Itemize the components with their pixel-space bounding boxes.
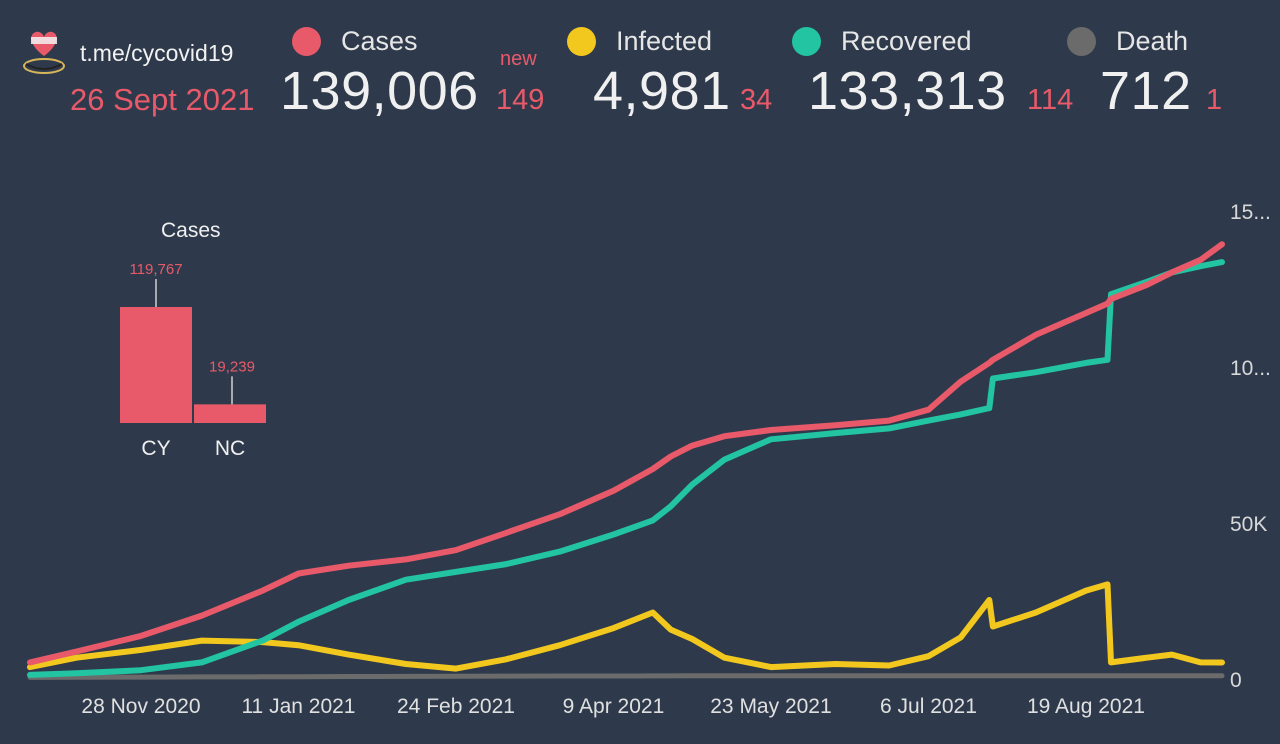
- new-label: new: [500, 48, 537, 70]
- death-dot-icon: [1067, 27, 1096, 56]
- report-date: 26 Sept 2021: [70, 82, 255, 117]
- legend-cases-label: Cases: [341, 26, 418, 56]
- cases-total: 139,006: [280, 61, 479, 121]
- recovered-new: 114: [1027, 84, 1074, 116]
- x-tick-label: 9 Apr 2021: [563, 695, 665, 718]
- bar-category-label: CY: [141, 437, 170, 460]
- bar-value-label: 19,239: [209, 358, 255, 375]
- legend-cases: Cases: [292, 26, 418, 57]
- infected-total: 4,981: [593, 61, 731, 121]
- series-line-cases: [27, 241, 1225, 666]
- x-tick-label: 23 May 2021: [710, 695, 831, 718]
- legend-infected-label: Infected: [616, 26, 713, 56]
- series-line-infected: [27, 581, 1225, 672]
- x-tick-label: 11 Jan 2021: [241, 695, 355, 718]
- x-tick-label: 6 Jul 2021: [880, 695, 977, 718]
- bar-nc: [194, 404, 266, 423]
- logo-icon: [20, 28, 68, 80]
- y-tick-label: 50K: [1230, 513, 1267, 536]
- recovered-dot-icon: [792, 27, 821, 56]
- y-tick-label: 0: [1230, 669, 1242, 692]
- y-tick-label: 10...: [1230, 357, 1271, 380]
- inset-chart-title: Cases: [161, 219, 221, 242]
- infected-new: 34: [740, 84, 773, 116]
- bar-cy: [120, 307, 192, 423]
- series-line-death: [27, 673, 1225, 680]
- x-tick-label: 28 Nov 2020: [81, 695, 200, 718]
- legend-death-label: Death: [1116, 26, 1189, 56]
- legend-death: Death: [1067, 26, 1188, 57]
- death-new: 1: [1206, 84, 1223, 116]
- source-link[interactable]: t.me/cycovid19: [80, 40, 234, 66]
- legend-infected: Infected: [567, 26, 712, 57]
- infected-dot-icon: [567, 27, 596, 56]
- legend-recovered-label: Recovered: [841, 26, 972, 56]
- cases-dot-icon: [292, 27, 321, 56]
- bar-value-label: 119,767: [129, 261, 182, 278]
- death-total: 712: [1100, 61, 1192, 121]
- recovered-total: 133,313: [808, 61, 1007, 121]
- bar-category-label: NC: [215, 437, 245, 460]
- cases-new: 149: [496, 84, 545, 116]
- x-tick-label: 24 Feb 2021: [397, 695, 515, 718]
- x-tick-label: 19 Aug 2021: [1027, 695, 1145, 718]
- region-bar-chart: 119,767 CY 19,239 NC: [120, 261, 266, 460]
- series-line-recovered: [27, 259, 1225, 678]
- legend-recovered: Recovered: [792, 26, 972, 57]
- y-tick-label: 15...: [1230, 201, 1271, 224]
